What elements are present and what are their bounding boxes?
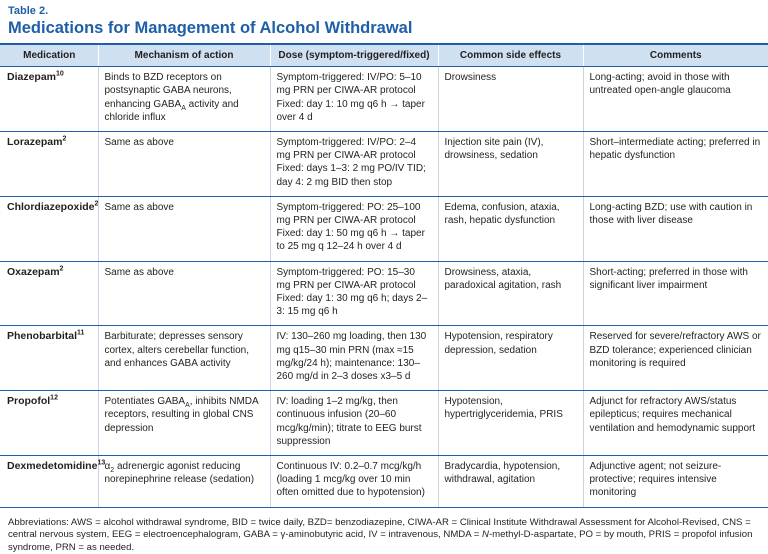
text-run: Binds to BZD receptors on postsynaptic G… [104, 72, 232, 110]
reference: 12 [50, 394, 58, 402]
comments-cell: Adjunct for refractory AWS/status epilep… [582, 390, 768, 457]
footnote: Abbreviations: AWS = alcohol withdrawal … [0, 508, 768, 554]
side-effects-cell: Drowsiness [437, 66, 583, 133]
dose-line: Continuous IV: 0.2–0.7 mcg/kg/h (loading… [276, 461, 425, 499]
dose-line: Symptom-triggered: PO: 25–100 mg PRN per… [276, 201, 421, 227]
reference: 2 [94, 200, 99, 208]
table-row: Lorazepam2 Same as above Symptom-triggered… [0, 131, 768, 197]
reference: 10 [56, 70, 64, 78]
reference: 2 [59, 265, 64, 273]
side-effects-cell: Hypotension, hypertriglyceridemia, PRIS [437, 390, 583, 457]
table-row: Propofol12 Potentiates GABAA, inhibits NM… [0, 390, 768, 457]
medication-cell: Lorazepam2 [0, 131, 98, 197]
dose-cell: Continuous IV: 0.2–0.7 mcg/kg/h (loading… [269, 455, 438, 508]
medication-name: Lorazepam [7, 136, 63, 149]
reference: 11 [77, 329, 85, 337]
medication-name: Diazepam [7, 71, 57, 84]
column-header: Mechanism of action [97, 43, 270, 68]
dose-cell: Symptom-triggered: PO: 25–100 mg PRN per… [269, 196, 438, 262]
table-row: Diazepam10 Binds to BZD receptors on post… [0, 66, 768, 133]
dose-line: Fixed: day 1: 30 mg q6 h; days 2–3: 15 m… [276, 293, 428, 318]
dose-line: IV: loading 1–2 mg/kg, then continuous i… [276, 396, 422, 447]
comments-cell: Long-acting; avoid in those with untreat… [582, 66, 768, 133]
table-title: Medications for Management of Alcohol Wi… [8, 19, 413, 37]
medication-name: Propofol [7, 395, 51, 408]
dose-cell: Symptom-triggered: PO: 15–30 mg PRN per … [269, 261, 438, 327]
header-row: Medication Mechanism of action Dose (sympt… [0, 43, 768, 68]
dose-line: Symptom-triggered: IV/PO: 2–4 mg PRN per… [276, 137, 417, 162]
medication-cell: Diazepam10 [0, 66, 98, 133]
comments-cell: Short–intermediate acting; preferred in … [582, 131, 768, 197]
dose-line: Symptom-triggered: IV/PO: 5–10 mg PRN pe… [276, 72, 422, 97]
text-run: Potentiates GABA [104, 396, 186, 408]
dose-line: Fixed: day 1: 50 mg q6 h → taper to 25 m… [276, 228, 425, 253]
table-label: Table 2. [8, 5, 49, 17]
side-effects-cell: Bradycardia, hypotension, withdrawal, ag… [437, 455, 583, 508]
subscript: A [185, 402, 190, 410]
medication-name: Chlordiazepoxide [7, 200, 95, 213]
text-run: α [104, 461, 111, 473]
mechanism-cell: Same as above [97, 261, 270, 327]
side-effects-cell: Hypotension, respiratory depression, sed… [437, 325, 583, 392]
mechanism-cell: α2 adrenergic agonist reducing norepinep… [97, 455, 270, 508]
table-row: Chlordiazepoxide2 Same as above Symptom-tr… [0, 196, 768, 262]
dose-cell: IV: 130–260 mg loading, then 130 mg q15–… [269, 325, 438, 392]
column-header: Common side effects [437, 43, 583, 68]
column-header: Medication [0, 43, 98, 68]
text-run: Same as above [104, 266, 175, 278]
medication-table: Medication Mechanism of action Dose (sympt… [0, 43, 768, 508]
column-header: Dose (symptom-triggered/fixed) [269, 43, 438, 68]
medication-name: Phenobarbital [7, 330, 78, 343]
medication-cell: Propofol12 [0, 390, 98, 457]
table-row: Dexmedetomidine13 α2 adrenergic agonist r… [0, 455, 768, 508]
dose-line: Symptom-triggered: PO: 15–30 mg PRN per … [276, 266, 416, 291]
dose-line: Fixed: days 1–3: 2 mg PO/IV TID; day 4: … [276, 163, 426, 188]
comments-cell: Adjunctive agent; not seizure-protective… [582, 455, 768, 508]
mechanism-cell: Potentiates GABAA, inhibits NMDA recepto… [97, 390, 270, 457]
dose-line: Fixed: day 1: 10 mg q6 h → taper over 4 … [276, 98, 425, 123]
dose-line: IV: 130–260 mg loading, then 130 mg q15–… [276, 331, 427, 383]
dose-cell: Symptom-triggered: IV/PO: 2–4 mg PRN per… [269, 131, 438, 197]
table-row: Oxazepam2 Same as above Symptom-triggered:… [0, 261, 768, 327]
medication-cell: Dexmedetomidine13 [0, 455, 105, 508]
reference: 2 [62, 135, 67, 143]
medication-name: Oxazepam [7, 265, 60, 278]
table-body: Diazepam10 Binds to BZD receptors on post… [0, 66, 768, 508]
medication-cell: Phenobarbital11 [0, 325, 98, 392]
page: Table 2. Medications for Management of A… [0, 5, 768, 553]
side-effects-cell: Edema, confusion, ataxia, rash, hepatic … [437, 196, 583, 262]
subscript: A [181, 104, 186, 112]
comments-cell: Reserved for severe/refractory AWS or BZ… [582, 325, 768, 392]
medication-name: Dexmedetomidine [7, 460, 98, 473]
comments-cell: Short-acting; preferred in those with si… [582, 261, 768, 327]
comments-cell: Long-acting BZD; use with caution in tho… [582, 196, 768, 262]
text-run: Same as above [104, 137, 175, 149]
dose-cell: Symptom-triggered: IV/PO: 5–10 mg PRN pe… [269, 66, 438, 133]
column-header: Comments [582, 43, 768, 68]
table-row: Phenobarbital11 Barbiturate; depresses se… [0, 325, 768, 392]
medication-cell: Chlordiazepoxide2 [0, 196, 99, 262]
text-run: adrenergic agonist reducing norepinephri… [104, 461, 255, 486]
reference: 13 [97, 459, 106, 467]
mechanism-cell: Same as above [97, 131, 270, 197]
mechanism-cell: Barbiturate; depresses sensory cortex, a… [97, 325, 270, 392]
mechanism-cell: Binds to BZD receptors on postsynaptic G… [97, 66, 270, 133]
text-run: Same as above [104, 201, 175, 213]
text-run: , inhibits NMDA receptors, resulting in … [104, 396, 259, 434]
text-run: Barbiturate; depresses sensory cortex, a… [104, 331, 250, 369]
dose-cell: IV: loading 1–2 mg/kg, then continuous i… [269, 390, 438, 457]
text-run: activity and chloride influx [104, 98, 239, 123]
mechanism-cell: Same as above [97, 196, 270, 262]
medication-cell: Oxazepam2 [0, 261, 98, 327]
side-effects-cell: Injection site pain (IV), drowsiness, se… [437, 131, 583, 197]
side-effects-cell: Drowsiness, ataxia, paradoxical agitatio… [437, 261, 583, 327]
subscript: 2 [110, 467, 115, 475]
